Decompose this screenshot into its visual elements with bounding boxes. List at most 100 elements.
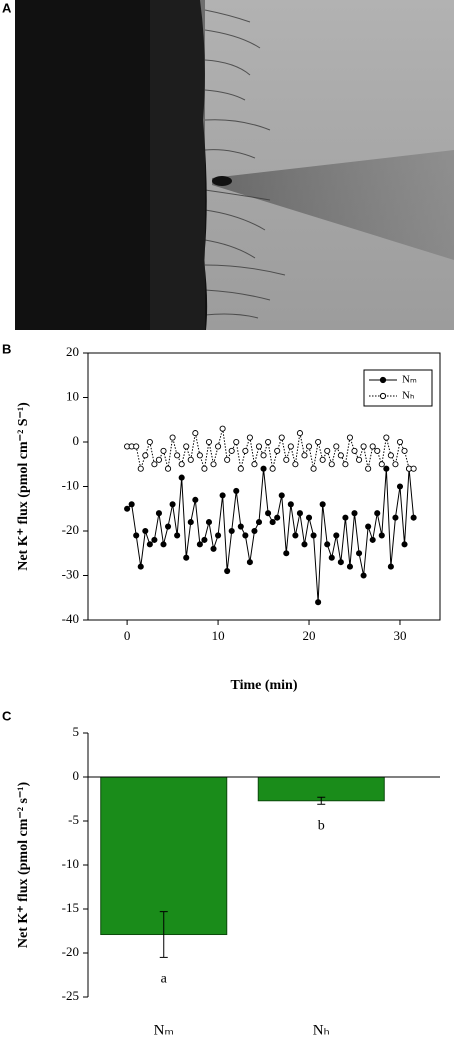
y-tick-label: -40	[62, 611, 79, 626]
point	[296, 430, 303, 437]
point	[346, 563, 354, 570]
point	[183, 443, 190, 450]
point	[192, 496, 199, 503]
point	[174, 452, 181, 459]
point	[292, 461, 299, 468]
point	[360, 572, 367, 579]
y-tick-label: -30	[62, 566, 79, 581]
point	[224, 568, 231, 575]
point	[305, 514, 313, 521]
point	[269, 519, 276, 526]
point	[201, 465, 208, 472]
bar	[100, 776, 228, 936]
y-tick-label: 5	[73, 724, 80, 739]
y-tick-label: -10	[62, 856, 79, 871]
point	[237, 465, 244, 472]
point	[374, 447, 381, 454]
point	[324, 541, 331, 548]
point	[265, 510, 272, 517]
point	[333, 532, 340, 539]
x-axis-label: Time (min)	[230, 678, 297, 693]
legend-label: Nₘ	[402, 374, 417, 386]
point	[242, 532, 249, 539]
point	[237, 523, 244, 530]
point	[342, 514, 349, 521]
point	[269, 465, 276, 472]
point	[255, 519, 263, 526]
point	[224, 456, 231, 463]
point	[260, 452, 267, 459]
point	[160, 541, 167, 548]
x-tick-label: 20	[303, 628, 316, 643]
point	[283, 456, 290, 463]
point	[387, 563, 394, 570]
point	[210, 545, 217, 552]
point	[355, 550, 363, 557]
point	[369, 536, 376, 543]
point	[133, 532, 140, 539]
x-tick-label: Nₕ	[313, 1022, 330, 1038]
x-tick-label: 0	[124, 628, 131, 643]
significance-label: b	[318, 818, 325, 833]
point	[251, 461, 258, 468]
point	[283, 550, 290, 557]
point	[278, 492, 285, 499]
point	[287, 443, 294, 450]
point	[396, 438, 404, 446]
panel-label: A	[2, 0, 12, 15]
point	[174, 532, 181, 539]
y-tick-label: 10	[66, 388, 79, 403]
significance-label: a	[161, 972, 168, 987]
point	[360, 443, 367, 450]
x-tick-label: 10	[212, 628, 225, 643]
point	[169, 434, 176, 441]
point	[178, 461, 185, 468]
photo	[15, 0, 454, 330]
point	[328, 554, 335, 561]
point	[246, 559, 253, 566]
point	[315, 599, 322, 606]
point	[133, 443, 140, 450]
point	[346, 434, 354, 441]
point	[383, 434, 390, 441]
panel-label: C	[2, 708, 12, 723]
point	[278, 434, 285, 441]
point	[324, 447, 331, 454]
legend-label: Nₕ	[402, 390, 414, 402]
point	[196, 541, 203, 548]
point	[333, 443, 340, 450]
point	[365, 523, 372, 530]
point	[337, 559, 344, 566]
point	[410, 465, 417, 472]
legend-box	[363, 369, 433, 407]
point	[128, 501, 135, 508]
point	[378, 461, 385, 468]
point	[296, 510, 303, 517]
point	[310, 532, 317, 539]
point	[301, 452, 308, 459]
point	[410, 514, 417, 521]
y-axis-label: Net K⁺ flux (pmol cm⁻² S⁻¹)	[16, 402, 31, 571]
point	[164, 465, 172, 472]
point	[228, 447, 235, 454]
point	[146, 438, 153, 446]
point	[355, 456, 363, 463]
point	[378, 532, 385, 539]
point	[210, 461, 217, 468]
point	[219, 425, 226, 432]
legend-marker	[379, 392, 387, 400]
point	[319, 456, 326, 463]
point	[205, 519, 213, 526]
y-axis-label: Net K⁺ flux (pmol cm⁻² s⁻¹)	[16, 782, 31, 949]
series-line	[126, 468, 415, 603]
y-tick-label: 20	[66, 344, 79, 359]
point	[274, 514, 281, 521]
point	[246, 434, 253, 441]
point	[265, 438, 272, 446]
point	[233, 487, 240, 495]
point	[292, 532, 299, 539]
point	[310, 465, 317, 472]
point	[142, 452, 149, 459]
point	[228, 527, 235, 535]
point	[342, 461, 349, 468]
